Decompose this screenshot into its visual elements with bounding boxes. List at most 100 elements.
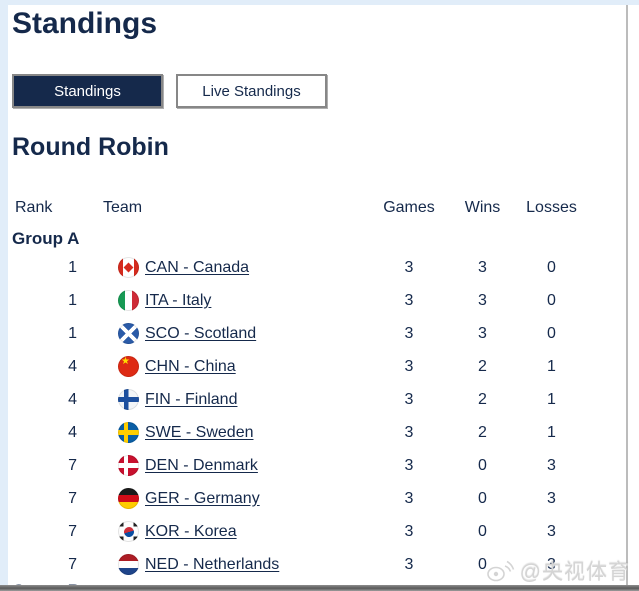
round-robin-heading: Round Robin (12, 133, 169, 161)
games-cell: 3 (404, 522, 414, 540)
team-link[interactable]: ITA - Italy (145, 291, 212, 309)
team-cell: GER - Germany (80, 488, 369, 509)
table-row: 1 ITA - Italy 3 3 0 (12, 284, 587, 317)
column-header-losses: Losses (526, 199, 577, 216)
rank-cell: 4 (68, 423, 77, 441)
rank-cell: 1 (68, 291, 77, 309)
team-link[interactable]: CHN - China (145, 357, 236, 375)
rank-cell: 4 (68, 390, 77, 408)
standings-page: Standings Standings Live Standings Round… (8, 5, 626, 586)
games-cell: 3 (404, 390, 414, 408)
tab-bar: Standings Live Standings (12, 74, 327, 108)
table-row: 4 CHN - China 3 2 1 (12, 350, 587, 383)
team-link[interactable]: NED - Netherlands (145, 555, 280, 573)
group-a-label: Group A (12, 229, 80, 248)
table-row: 7 DEN - Denmark 3 0 3 (12, 449, 587, 482)
wins-cell: 2 (478, 390, 487, 408)
korea-flag-icon (118, 521, 139, 542)
table-row: 7 GER - Germany 3 0 3 (12, 482, 587, 515)
china-flag-icon (118, 356, 139, 377)
rank-cell: 4 (68, 357, 77, 375)
rank-cell: 1 (68, 258, 77, 276)
page-top-margin (0, 0, 639, 5)
team-cell: FIN - Finland (80, 389, 369, 410)
losses-cell: 1 (547, 423, 556, 441)
wins-cell: 3 (478, 291, 487, 309)
table-row: 4 SWE - Sweden 3 2 1 (12, 416, 587, 449)
team-link[interactable]: SWE - Sweden (145, 423, 254, 441)
games-cell: 3 (404, 456, 414, 474)
games-cell: 3 (404, 324, 414, 342)
team-cell: ITA - Italy (80, 290, 369, 311)
page-left-margin (0, 0, 8, 591)
sweden-flag-icon (118, 422, 139, 443)
rank-cell: 7 (68, 522, 77, 540)
losses-cell: 1 (547, 357, 556, 375)
tab-standings-label: Standings (54, 82, 121, 100)
losses-cell: 3 (547, 555, 556, 573)
losses-cell: 1 (547, 390, 556, 408)
team-cell: SCO - Scotland (80, 323, 369, 344)
page-title: Standings (12, 7, 158, 40)
wins-cell: 2 (478, 357, 487, 375)
column-header-rank: Rank (15, 199, 53, 216)
column-header-wins: Wins (464, 199, 501, 216)
team-link[interactable]: DEN - Denmark (145, 456, 258, 474)
wins-cell: 0 (478, 522, 487, 540)
scotland-flag-icon (118, 323, 139, 344)
games-cell: 3 (404, 357, 414, 375)
team-cell: NED - Netherlands (80, 554, 369, 575)
watermark: @央视体育 (485, 556, 630, 586)
netherlands-flag-icon (118, 554, 139, 575)
team-link[interactable]: SCO - Scotland (145, 324, 257, 342)
games-cell: 3 (404, 489, 414, 507)
team-link[interactable]: KOR - Korea (145, 522, 237, 540)
games-cell: 3 (404, 555, 414, 573)
rank-cell: 7 (68, 555, 77, 573)
table-header-row: Rank Team Games Wins Losses (12, 195, 587, 221)
losses-cell: 3 (547, 522, 556, 540)
table-row: 1 SCO - Scotland 3 3 0 (12, 317, 587, 350)
losses-cell: 3 (547, 489, 556, 507)
table-row: 1 CAN - Canada 3 3 0 (12, 251, 587, 284)
wins-cell: 0 (478, 489, 487, 507)
table-row: 4 FIN - Finland 3 2 1 (12, 383, 587, 416)
column-header-games: Games (383, 199, 435, 216)
italy-flag-icon (118, 290, 139, 311)
tab-live-standings[interactable]: Live Standings (176, 74, 327, 108)
finland-flag-icon (118, 389, 139, 410)
wins-cell: 2 (478, 423, 487, 441)
column-header-team: Team (103, 199, 143, 216)
team-cell: DEN - Denmark (80, 455, 369, 476)
team-cell: KOR - Korea (80, 521, 369, 542)
rank-cell: 1 (68, 324, 77, 342)
tab-standings[interactable]: Standings (12, 74, 163, 108)
watermark-handle: @央视体育 (519, 561, 630, 584)
vertical-divider (626, 5, 628, 585)
tab-live-standings-label: Live Standings (202, 82, 301, 100)
wins-cell: 3 (478, 324, 487, 342)
team-cell: CAN - Canada (80, 257, 369, 278)
team-link[interactable]: GER - Germany (145, 489, 260, 507)
weibo-logo-icon (485, 558, 515, 584)
team-cell: CHN - China (80, 356, 369, 377)
standings-table: Rank Team Games Wins Losses Group A 1 CA… (12, 195, 587, 586)
canada-flag-icon (118, 257, 139, 278)
bottom-edge-bar (0, 585, 639, 591)
wins-cell: 0 (478, 555, 487, 573)
games-cell: 3 (404, 423, 414, 441)
team-cell: SWE - Sweden (80, 422, 369, 443)
table-row: 7 KOR - Korea 3 0 3 (12, 515, 587, 548)
table-row: 7 NED - Netherlands 3 0 3 (12, 548, 587, 581)
team-link[interactable]: FIN - Finland (145, 390, 238, 408)
group-b-label: Group B (12, 581, 587, 586)
games-cell: 3 (404, 258, 414, 276)
losses-cell: 3 (547, 456, 556, 474)
germany-flag-icon (118, 488, 139, 509)
rank-cell: 7 (68, 489, 77, 507)
rank-cell: 7 (68, 456, 77, 474)
team-link[interactable]: CAN - Canada (145, 258, 250, 276)
wins-cell: 0 (478, 456, 487, 474)
losses-cell: 0 (547, 324, 556, 342)
denmark-flag-icon (118, 455, 139, 476)
